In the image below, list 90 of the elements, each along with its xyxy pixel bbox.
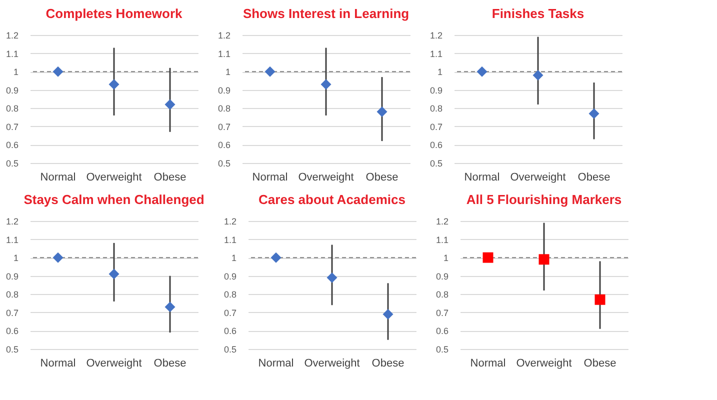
y-tick-label: 1.1 (218, 48, 230, 59)
y-tick-label: 0.7 (6, 308, 18, 318)
y-tick-label: 1 (13, 253, 18, 264)
y-tick-label: 0.6 (224, 326, 236, 336)
y-tick-label: 1 (443, 253, 448, 264)
x-tick-label: Overweight (298, 172, 354, 184)
y-tick-label: 0.7 (224, 308, 236, 318)
y-tick-label: 1.1 (430, 48, 442, 59)
x-tick-label: Obese (584, 358, 616, 370)
y-tick-label: 0.6 (6, 140, 18, 150)
point (108, 268, 120, 280)
x-tick-label: Obese (578, 172, 610, 184)
point (376, 106, 388, 118)
y-tick-label: 0.6 (436, 326, 448, 336)
point (326, 272, 338, 283)
point (588, 108, 600, 119)
chart-title: All 5 Flourishing Markers (466, 192, 622, 207)
x-tick-label: Normal (470, 358, 506, 370)
y-tick-label: 0.7 (430, 122, 442, 132)
y-tick-label: 1.2 (430, 30, 442, 40)
x-tick-label: Normal (258, 358, 294, 370)
chart-title: Finishes Tasks (492, 6, 584, 21)
point (382, 309, 394, 320)
y-tick-label: 1 (231, 253, 236, 264)
x-tick-label: Obese (366, 172, 398, 184)
x-tick-label: Obese (372, 358, 404, 370)
y-tick-label: 1.1 (436, 234, 448, 245)
y-tick-label: 1.2 (6, 30, 18, 40)
y-tick-label: 0.9 (6, 85, 18, 96)
x-tick-label: Normal (252, 172, 288, 184)
y-tick-label: 0.9 (436, 271, 448, 282)
point (164, 302, 176, 312)
y-tick-label: 0.8 (436, 290, 448, 300)
x-tick-label: Obese (154, 172, 186, 184)
y-tick-label: 0.5 (6, 344, 18, 354)
y-tick-label: 0.9 (224, 271, 236, 282)
y-tick-label: 0.7 (436, 308, 448, 318)
point (532, 70, 544, 80)
point (264, 66, 276, 77)
point (476, 66, 488, 77)
y-tick-label: 1.2 (218, 30, 230, 40)
y-tick-label: 0.5 (6, 158, 18, 168)
point (320, 79, 332, 90)
y-tick-label: 0.8 (430, 104, 442, 114)
x-tick-label: Normal (40, 172, 76, 184)
y-tick-label: 1.2 (436, 216, 448, 226)
x-tick-label: Overweight (86, 172, 142, 184)
point (482, 252, 494, 263)
x-tick-label: Normal (464, 172, 500, 184)
y-tick-label: 0.5 (218, 158, 230, 168)
x-tick-label: Obese (154, 358, 186, 370)
y-tick-label: 0.7 (218, 122, 230, 132)
chart-title: Completes Homework (46, 6, 184, 21)
y-tick-label: 1.1 (6, 234, 18, 245)
point (52, 252, 64, 263)
y-tick-label: 1 (437, 67, 442, 78)
y-tick-label: 1 (13, 67, 18, 78)
x-tick-label: Normal (40, 358, 76, 370)
y-tick-label: 0.7 (6, 122, 18, 132)
point (108, 79, 120, 90)
x-tick-label: Overweight (86, 358, 142, 370)
y-tick-label: 1.2 (6, 216, 18, 226)
x-tick-label: Overweight (304, 358, 360, 370)
point (270, 252, 282, 263)
chart-title: Shows Interest in Learning (242, 6, 410, 21)
y-tick-label: 1 (225, 67, 230, 78)
y-tick-label: 1.2 (224, 216, 236, 226)
point (164, 99, 176, 110)
y-tick-label: 0.8 (6, 290, 18, 300)
y-tick-label: 0.8 (224, 290, 236, 300)
chart-title: Cares about Academics (258, 192, 406, 207)
y-tick-label: 0.6 (6, 326, 18, 336)
y-tick-label: 0.9 (6, 271, 18, 282)
y-tick-label: 0.5 (436, 344, 448, 354)
x-tick-label: Overweight (516, 358, 572, 370)
y-tick-label: 1.1 (6, 48, 18, 59)
y-tick-label: 1.1 (224, 234, 236, 245)
y-tick-label: 0.8 (218, 104, 230, 114)
y-tick-label: 0.6 (218, 140, 230, 150)
point (538, 254, 550, 265)
y-tick-label: 0.5 (224, 344, 236, 354)
y-tick-label: 0.6 (430, 140, 442, 150)
y-tick-label: 0.8 (6, 104, 18, 114)
x-tick-label: Overweight (510, 172, 566, 184)
point (594, 294, 606, 305)
chart-title: Stays Calm when Challenged (24, 192, 204, 207)
y-tick-label: 0.9 (218, 85, 230, 96)
point (52, 66, 64, 77)
y-tick-label: 0.5 (430, 158, 442, 168)
y-tick-label: 0.9 (430, 85, 442, 96)
